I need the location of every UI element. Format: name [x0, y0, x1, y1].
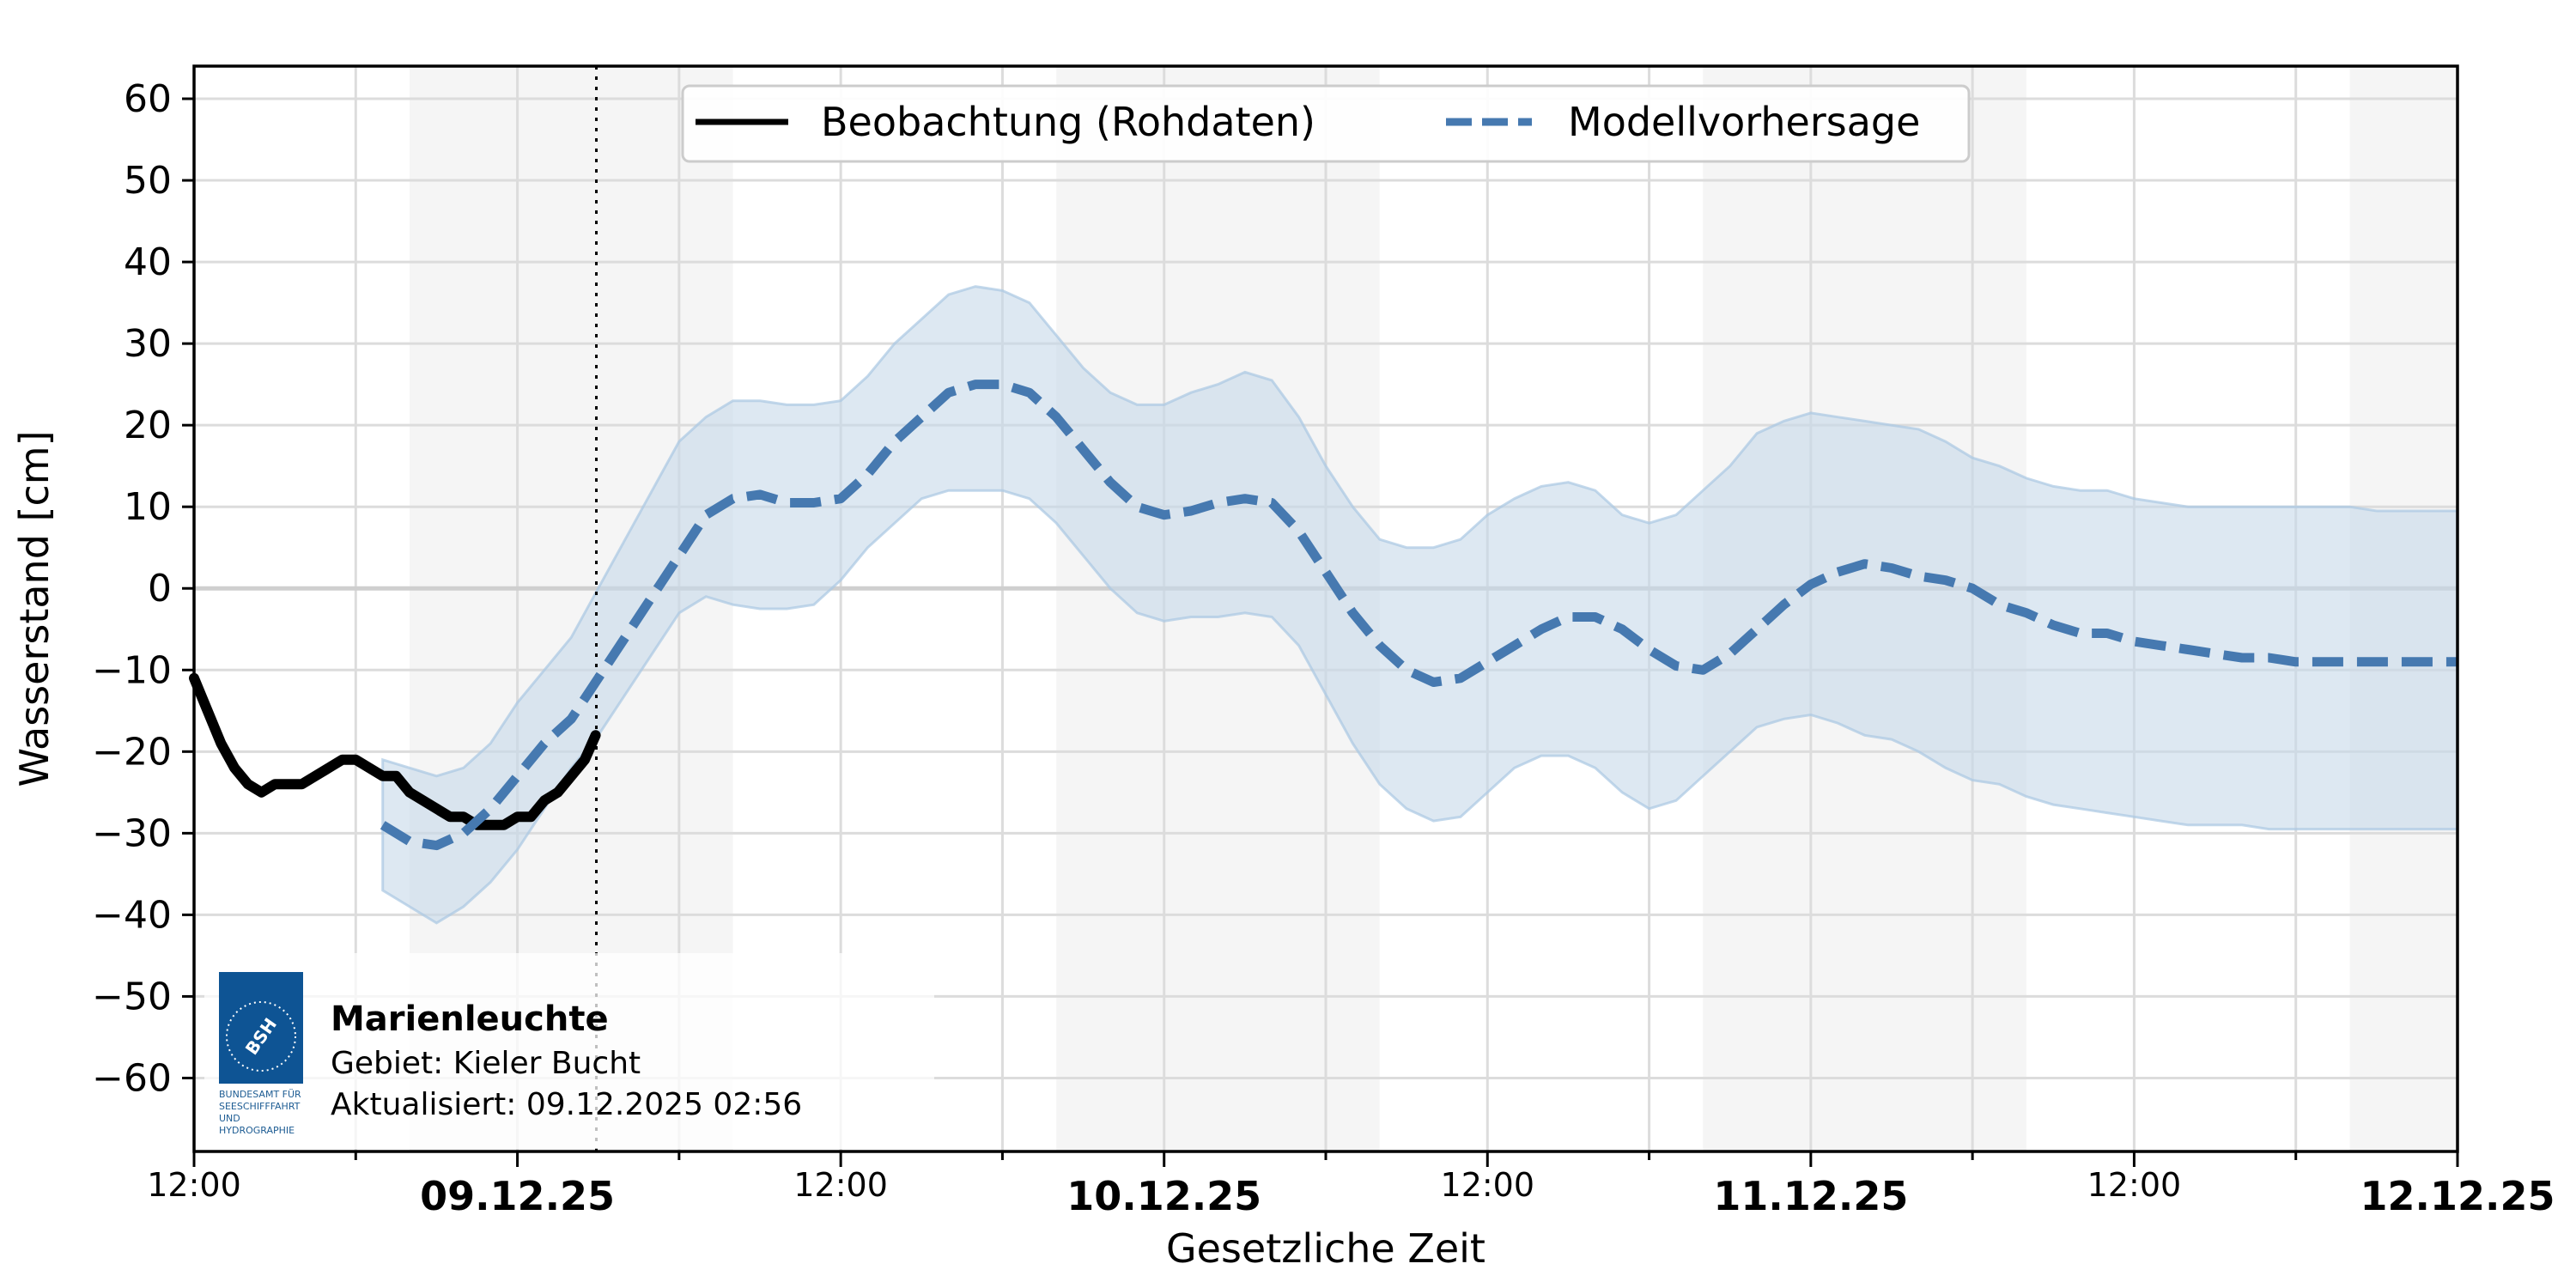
y-tick-label: −60	[92, 1056, 172, 1100]
x-axis-ticks: 12:00 09.12.25 12:00 10.12.25 12:00 11.12.25 1…	[147, 1151, 2555, 1219]
x-tick-time-label: 12:00	[2087, 1166, 2182, 1204]
y-tick-label: 40	[124, 240, 172, 284]
forecast-line	[380, 380, 2458, 851]
x-axis-label: Gesetzliche Zeit	[1166, 1225, 1485, 1272]
x-tick-date-label: 12.12.25	[2360, 1173, 2555, 1219]
station-area: Gebiet: Kieler Bucht	[331, 1046, 641, 1081]
y-tick-label: 50	[124, 159, 172, 203]
x-tick-time-label: 12:00	[793, 1166, 888, 1204]
x-tick-date-label: 11.12.25	[1713, 1173, 1908, 1219]
y-tick-label: −40	[92, 893, 172, 937]
y-tick-label: 0	[148, 567, 172, 611]
logo-line-2: SEESCHIFFFAHRT	[219, 1101, 301, 1112]
station-name: Marienleuchte	[331, 999, 609, 1039]
y-tick-label: −20	[92, 730, 172, 774]
y-axis-ticks: 60 50 40 30 20 10 0 −10 −20 −30 −40 −50 −60	[92, 77, 194, 1100]
x-tick-time-label: 12:00	[1441, 1166, 1535, 1204]
y-axis-label: Wasserstand [cm]	[11, 430, 58, 787]
legend-observation-label: Beobachtung (Rohdaten)	[821, 99, 1315, 145]
y-tick-label: −30	[92, 811, 172, 855]
logo-line-3: UND	[219, 1113, 240, 1124]
y-tick-label: 20	[124, 404, 172, 447]
bsh-logo: BSH BUNDESAMT FÜR SEESCHIFFFAHRT UND HYD…	[219, 972, 303, 1136]
legend: Beobachtung (Rohdaten) Modellvorhersage	[681, 84, 1971, 163]
station-info-box: BSH BUNDESAMT FÜR SEESCHIFFFAHRT UND HYD…	[204, 953, 934, 1149]
x-tick-date-label: 10.12.25	[1066, 1173, 1261, 1219]
x-tick-date-label: 09.12.25	[420, 1173, 615, 1219]
last-updated: Aktualisiert: 09.12.2025 02:56	[331, 1087, 802, 1122]
legend-forecast-label: Modellvorhersage	[1568, 99, 1920, 145]
observation-line	[189, 672, 601, 830]
y-tick-label: 60	[124, 77, 172, 121]
y-tick-label: 10	[124, 485, 172, 529]
y-tick-label: −50	[92, 975, 172, 1018]
x-tick-time-label: 12:00	[147, 1166, 241, 1204]
y-tick-label: −10	[92, 648, 172, 692]
y-tick-label: 30	[124, 322, 172, 366]
logo-line-1: BUNDESAMT FÜR	[219, 1089, 301, 1100]
logo-line-4: HYDROGRAPHIE	[219, 1125, 295, 1136]
